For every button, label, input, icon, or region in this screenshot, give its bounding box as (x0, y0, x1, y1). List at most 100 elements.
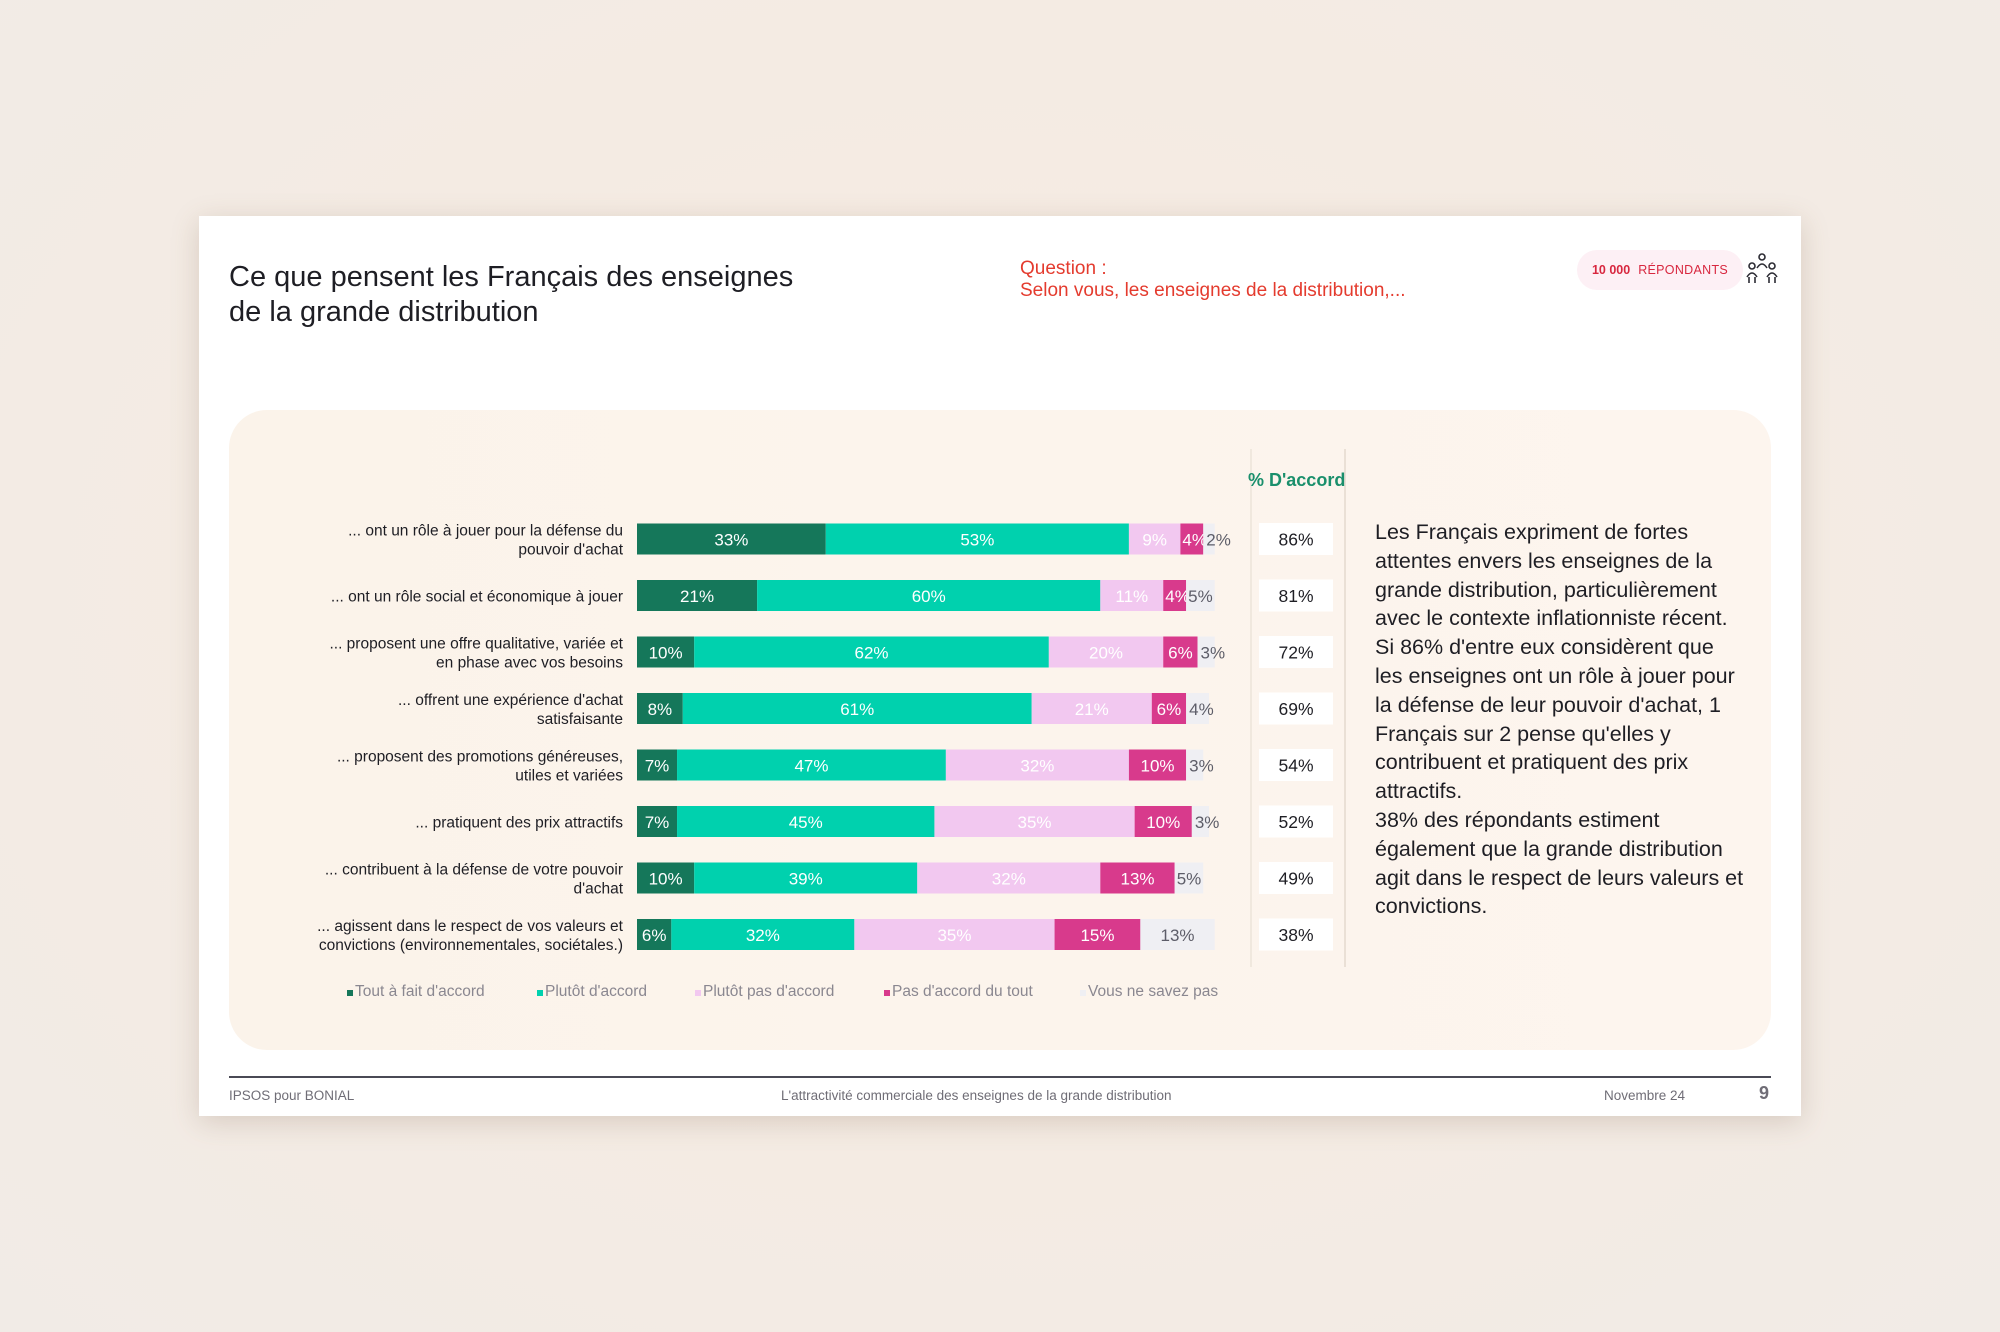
bar-segment (637, 806, 678, 837)
data-label: 13% (1120, 870, 1154, 889)
category-label: ... proposent une offre qualitative, var… (329, 636, 623, 653)
data-label: 2% (1206, 531, 1231, 550)
data-label: 20% (1089, 644, 1123, 663)
agree-total-label: 86% (1278, 530, 1313, 550)
data-label: 10% (1141, 757, 1175, 776)
legend-swatch (1080, 990, 1086, 996)
respondents-badge: 10 000 RÉPONDANTS (1577, 250, 1743, 290)
data-label: 4% (1189, 700, 1214, 719)
bar-segment (1140, 919, 1215, 950)
agree-total-box (1259, 862, 1333, 894)
data-label: 4% (1182, 531, 1207, 550)
data-label: 6% (1157, 700, 1182, 719)
data-label: 32% (746, 926, 780, 945)
legend-swatch (884, 990, 890, 996)
legend-item-pas-du-tout: Pas d'accord du tout (884, 983, 1033, 1001)
category-label: convictions (environnementales, sociétal… (319, 937, 623, 954)
respondents-count: 10 000 (1591, 263, 1631, 277)
agree-total-box (1259, 805, 1333, 838)
legend-label: Plutôt d'accord (545, 983, 648, 1000)
legend-label: Vous ne savez pas (1088, 983, 1219, 1000)
bar-segment (637, 749, 678, 781)
summary-paragraph-2: Si 86% d'entre eux considèrent que les e… (1375, 635, 1735, 804)
data-label: 3% (1189, 757, 1214, 776)
bar-segment (1100, 862, 1175, 894)
data-label: 21% (1075, 700, 1109, 719)
bar-segment (1186, 749, 1204, 781)
page-number: 9 (1759, 1083, 1770, 1103)
agree-column-header: % D'accord (1248, 470, 1346, 490)
bar-segment (757, 580, 1101, 611)
category-label: satisfaisante (537, 711, 623, 728)
bar-segment (1128, 523, 1181, 555)
bar-segment (1197, 636, 1215, 668)
data-label: 32% (1020, 757, 1054, 776)
data-label: 60% (912, 587, 946, 606)
agree-total-box (1259, 918, 1333, 951)
respondents-label: RÉPONDANTS (1638, 263, 1729, 277)
bar-segment (825, 523, 1129, 555)
data-label: 7% (645, 813, 670, 832)
bar-segment (1186, 580, 1215, 611)
data-label: 4% (1165, 587, 1190, 606)
data-label: 8% (648, 700, 673, 719)
bar-segment (677, 749, 946, 781)
data-label: 13% (1161, 926, 1195, 945)
data-label: 53% (960, 531, 994, 550)
footer-rule (229, 1076, 1771, 1078)
bar-segment (637, 693, 683, 724)
bar-segment (1203, 523, 1215, 555)
footer-title: L'attractivité commerciale des enseignes… (781, 1088, 1172, 1103)
data-label: 10% (1146, 813, 1180, 832)
bar-segment (1100, 580, 1164, 611)
data-label: 6% (1168, 644, 1193, 663)
bar-segment (637, 636, 695, 668)
data-label: 6% (642, 926, 667, 945)
data-label: 33% (714, 531, 748, 550)
summary-text: Les Français expriment de fortes attente… (1375, 518, 1745, 921)
data-label: 5% (1188, 587, 1213, 606)
category-label: ... pratiquent des prix attractifs (415, 815, 623, 832)
legend-label: Plutôt pas d'accord (703, 983, 835, 1000)
bar-segment (637, 523, 826, 555)
category-label: ... contribuent à la défense de votre po… (325, 862, 623, 879)
bar-segment (1180, 523, 1204, 555)
bar-segment (1163, 636, 1198, 668)
category-label: ... proposent des promotions généreuses, (337, 749, 623, 766)
legend-item-plutot-pas: Plutôt pas d'accord (695, 983, 834, 1001)
people-icon (1746, 253, 1778, 283)
legend-item-plutot-accord: Plutôt d'accord (537, 983, 647, 1001)
data-label: 35% (1018, 813, 1052, 832)
bar-segment (1174, 862, 1204, 894)
agree-total-label: 72% (1278, 643, 1313, 663)
data-label: 61% (840, 700, 874, 719)
data-label: 11% (1115, 587, 1148, 606)
summary-paragraph-3: 38% des répondants estiment également qu… (1375, 807, 1744, 919)
data-label: 3% (1195, 813, 1220, 832)
data-label: 47% (794, 757, 828, 776)
bar-segment (637, 580, 758, 611)
legend-item-tout-a-fait: Tout à fait d'accord (347, 983, 485, 1001)
data-label: 62% (855, 644, 889, 663)
agree-total-box (1259, 579, 1333, 612)
bar-segment (637, 862, 695, 894)
data-label: 5% (1177, 870, 1202, 889)
legend-swatch (695, 990, 701, 996)
agree-total-label: 38% (1278, 925, 1313, 945)
agree-total-label: 52% (1278, 812, 1313, 832)
agree-total-box (1259, 749, 1333, 781)
data-label: 32% (992, 870, 1026, 889)
bar-segment (1031, 693, 1152, 724)
category-label: en phase avec vos besoins (436, 655, 623, 672)
slide: Ce que pensent les Français des enseigne… (199, 216, 1801, 1116)
bar-segment (694, 862, 918, 894)
data-label: 21% (680, 587, 714, 606)
data-label: 3% (1201, 644, 1226, 663)
bar-segment (694, 636, 1049, 668)
category-label: ... ont un rôle à jouer pour la défense … (348, 523, 623, 540)
agree-total-label: 81% (1278, 586, 1313, 606)
agree-total-box (1259, 636, 1333, 668)
category-label: d'achat (574, 881, 624, 898)
bar-segment (1134, 806, 1192, 837)
agree-total-label: 54% (1278, 756, 1313, 776)
